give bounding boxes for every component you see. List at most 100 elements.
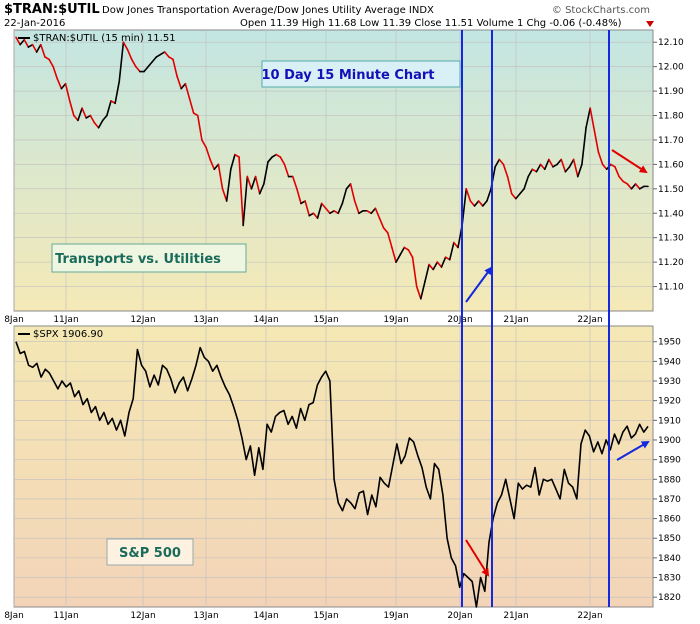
ratio-line-segment	[564, 166, 571, 173]
transports-label-box	[51, 243, 247, 273]
arrow-blue-up-bottom	[616, 440, 650, 461]
ratio-line-segment	[337, 202, 344, 215]
ratio-line-segment	[126, 48, 133, 61]
ratio-line-segment	[201, 139, 207, 149]
bottom-ytick-label: 1910	[658, 416, 681, 426]
ratio-line-segment	[494, 158, 501, 168]
ratio-line-segment	[585, 107, 591, 129]
ratio-line-segment	[391, 246, 397, 263]
ratio-line-segment	[395, 254, 401, 263]
top-ytick-label: 11.10	[658, 283, 684, 293]
ratio-line-segment	[576, 163, 583, 178]
ratio-line-segment	[486, 188, 492, 202]
title-box	[261, 60, 461, 88]
annotations	[461, 30, 650, 607]
ratio-line-segment	[593, 129, 600, 153]
ratio-line-segment	[601, 163, 608, 171]
ratio-line-segment	[229, 153, 236, 171]
ratio-line-segment	[209, 158, 216, 171]
ratio-line-segment	[151, 56, 158, 63]
ratio-line-segment	[316, 202, 323, 219]
ratio-line-segment	[548, 158, 554, 168]
ratio-line-segment	[382, 227, 389, 234]
ratio-line-segment	[312, 212, 319, 219]
top-series	[15, 36, 649, 300]
ratio-line-segment	[415, 285, 422, 300]
ratio-line-segment	[291, 175, 298, 190]
ratio-line-segment	[539, 163, 546, 171]
ratio-line-segment	[535, 163, 542, 173]
ratio-line-segment	[630, 183, 637, 190]
ratio-line-segment	[267, 156, 273, 163]
ratio-line-segment	[589, 107, 596, 131]
top-xtick-label: 22Jan	[577, 315, 602, 325]
ratio-line-segment	[60, 82, 67, 90]
ratio-line-segment	[568, 158, 575, 168]
ratio-line-segment	[188, 97, 195, 114]
ratio-line-segment	[246, 175, 253, 190]
ratio-line-segment	[407, 249, 414, 259]
bottom-xtick-label: 13Jan	[193, 611, 218, 621]
ratio-line-segment	[614, 166, 620, 178]
bottom-series	[15, 341, 649, 608]
bottom-ytick-label: 1900	[658, 436, 681, 446]
ratio-line-segment	[502, 163, 509, 178]
ratio-line-segment	[626, 183, 633, 190]
ratio-line-segment	[453, 241, 459, 249]
spx-line	[15, 341, 649, 608]
top-xtick-label: 13Jan	[193, 315, 218, 325]
ratio-line-segment	[143, 65, 149, 73]
ratio-line-segment	[81, 107, 88, 119]
ratio-line-segment	[23, 38, 30, 48]
ratio-line-segment	[506, 175, 513, 195]
bottom-xtick-label: 22Jan	[577, 611, 602, 621]
bottom-ytick-label: 1840	[658, 554, 681, 564]
ratio-line-segment	[465, 188, 472, 202]
top-ytick-label: 11.70	[658, 136, 684, 146]
ratio-line-segment	[52, 65, 59, 80]
transports-label: Transports vs. Utilities	[55, 252, 221, 267]
ratio-line-segment	[436, 261, 443, 268]
arrow-red-down-top	[611, 149, 648, 174]
ratio-line-segment	[283, 163, 290, 178]
bottom-xtick-label: 20Jan	[447, 611, 472, 621]
bottom-ytick-label: 1870	[658, 495, 681, 505]
ratio-line-segment	[97, 119, 104, 129]
ratio-line-segment	[15, 36, 21, 46]
ratio-line-segment	[345, 183, 352, 190]
ratio-line-segment	[325, 207, 331, 215]
ratio-line-segment	[349, 183, 356, 202]
ratio-line-segment	[184, 82, 191, 100]
ratio-line-segment	[56, 78, 63, 90]
sp500-label: S&P 500	[119, 546, 181, 561]
ratio-line-segment	[296, 188, 302, 205]
ratio-line-segment	[560, 158, 567, 173]
top-ytick-label: 12.00	[658, 63, 684, 73]
ratio-line-segment	[250, 175, 257, 190]
ratio-line-segment	[48, 58, 54, 68]
ratio-line-segment	[101, 114, 108, 122]
ratio-line-segment	[386, 232, 393, 249]
ratio-line-segment	[515, 192, 521, 200]
ratio-line-segment	[498, 158, 505, 166]
ratio-line-segment	[130, 58, 137, 68]
top-xtick-label: 8Jan	[4, 315, 24, 325]
ratio-line-segment	[242, 175, 249, 227]
bottom-ytick-label: 1880	[658, 475, 681, 485]
ratio-line-segment	[279, 156, 286, 166]
bottom-xtick-label: 11Jan	[53, 611, 78, 621]
ratio-line-segment	[634, 183, 641, 190]
ratio-line-segment	[378, 217, 385, 229]
ratio-line-segment	[320, 202, 327, 210]
ratio-line-segment	[68, 100, 75, 117]
ratio-line-segment	[473, 200, 480, 207]
chart-date: 22-Jan-2016	[4, 18, 65, 29]
down-triangle-icon	[646, 21, 654, 27]
ratio-line-segment	[180, 82, 187, 90]
ratio-line-segment	[221, 188, 228, 202]
top-xtick-label: 15Jan	[313, 315, 338, 325]
bottom-ytick-label: 1850	[658, 534, 681, 544]
bottom-xtick-label: 14Jan	[253, 611, 278, 621]
bottom-ytick-label: 1950	[658, 338, 681, 348]
